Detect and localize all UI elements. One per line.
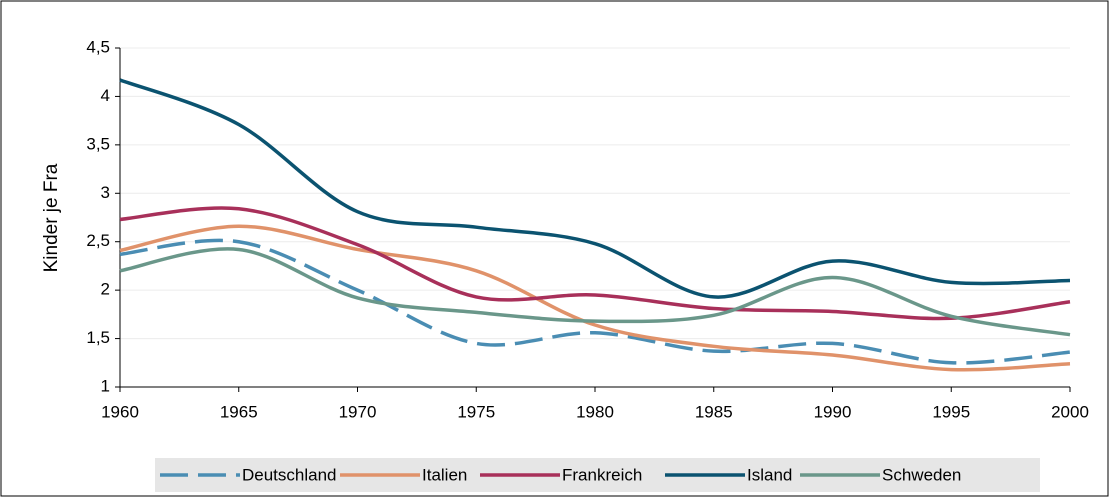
x-tick-label: 1990 [814, 402, 852, 421]
series-line [119, 78, 1071, 299]
x-tick-label: 1960 [101, 402, 139, 421]
legend-label: Italien [422, 465, 467, 484]
y-tick-label: 4 [101, 86, 110, 105]
y-tick-label: 2,5 [86, 231, 110, 250]
x-tick-label: 1980 [576, 402, 614, 421]
series-line [119, 238, 1071, 365]
y-tick-label: 2 [101, 280, 110, 299]
legend-label: Island [747, 465, 792, 484]
y-tick-label: 3,5 [86, 134, 110, 153]
y-tick-label: 4,5 [86, 37, 110, 56]
x-tick-label: 1970 [339, 402, 377, 421]
series-line [119, 224, 1071, 372]
y-tick-label: 3 [101, 183, 110, 202]
y-axis-label: Kinder je Fra [41, 163, 62, 272]
x-tick-label: 1985 [695, 402, 733, 421]
y-tick-label: 1 [101, 376, 110, 395]
legend-label: Frankreich [562, 465, 642, 484]
legend-label: Schweden [882, 465, 961, 484]
legend-label: Deutschland [242, 465, 337, 484]
series-line [119, 206, 1071, 321]
x-tick-label: 2000 [1051, 402, 1089, 421]
y-tick-label: 1,5 [86, 328, 110, 347]
x-tick-label: 1975 [457, 402, 495, 421]
x-tick-label: 1965 [220, 402, 258, 421]
series-line [119, 247, 1071, 337]
x-tick-label: 1995 [932, 402, 970, 421]
legend-box [155, 458, 1040, 492]
